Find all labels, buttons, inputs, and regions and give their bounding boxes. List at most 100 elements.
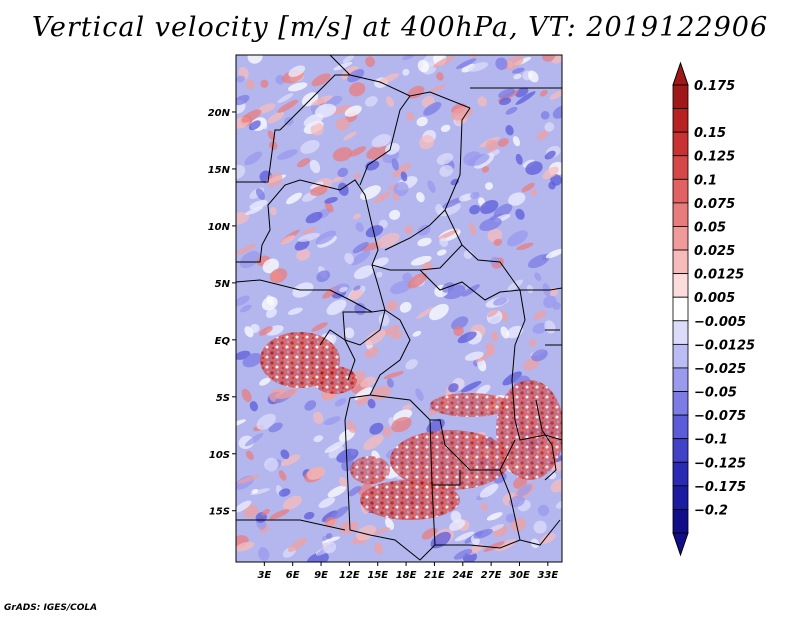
country-borders	[236, 55, 562, 561]
field-cell	[508, 495, 525, 508]
field-cell	[297, 232, 320, 242]
field-cell	[288, 65, 306, 78]
field-cell	[238, 435, 255, 449]
field-cell	[417, 59, 430, 73]
colorbar-label: −0.05	[694, 386, 737, 401]
field-cell	[539, 532, 556, 544]
field-cell	[493, 238, 503, 246]
field-cell	[278, 470, 287, 481]
field-cell	[451, 316, 469, 330]
field-cell	[469, 222, 477, 236]
field-cell	[515, 91, 536, 105]
field-cell	[495, 57, 508, 70]
lon-tick-label: 21E	[424, 570, 445, 581]
field-cell	[427, 180, 436, 193]
lat-tick-label: 10S	[209, 450, 230, 461]
field-cell	[477, 358, 487, 372]
field-cell	[498, 88, 516, 99]
field-cell	[280, 235, 296, 245]
field-cell	[417, 224, 431, 236]
field-cell	[364, 347, 379, 358]
colorbar-label: −0.125	[694, 456, 746, 471]
field-cell	[336, 448, 359, 463]
colorbar-swatch	[672, 485, 689, 510]
field-cell	[344, 327, 355, 339]
field-cell	[372, 257, 389, 268]
field-cell	[536, 130, 549, 140]
chart-title: Vertical velocity [m/s] at 400hPa, VT: 2…	[31, 12, 769, 43]
field-cell	[259, 326, 273, 336]
field-cell	[436, 72, 444, 81]
field-cell	[453, 548, 473, 560]
field-cell	[539, 90, 548, 97]
field-cell	[285, 192, 303, 205]
field-cell	[364, 329, 386, 346]
field-cell	[296, 248, 311, 261]
lon-tick-label: 30E	[509, 570, 530, 581]
field-cell	[327, 485, 347, 498]
field-cell	[355, 222, 364, 233]
lon-tick-label: 15E	[367, 570, 388, 581]
field-cell	[330, 105, 353, 115]
field-cell	[423, 102, 442, 116]
field-cell	[340, 65, 359, 80]
field-cell	[325, 533, 333, 539]
field-cell	[239, 250, 261, 269]
field-cell	[480, 200, 499, 214]
field-cell	[371, 133, 391, 148]
field-cell	[256, 413, 276, 430]
convection-region	[313, 366, 357, 394]
field-cell	[344, 105, 362, 117]
colorbar: 0.175 0.15 0.125 0.1 0.075 0.05 0.025 0.0125 0.0…	[672, 61, 755, 557]
field-cell	[391, 158, 399, 171]
field-cell	[448, 383, 459, 393]
field-cell	[439, 237, 449, 247]
colorbar-label: −0.2	[694, 503, 728, 518]
field-cell	[428, 84, 447, 93]
field-cell	[303, 511, 315, 520]
field-cell	[303, 113, 324, 127]
field-cell	[479, 483, 499, 498]
field-cell	[485, 182, 493, 190]
field-cell	[260, 118, 268, 130]
field-cell	[349, 289, 363, 301]
field-cell	[363, 434, 384, 450]
field-cell	[242, 353, 263, 368]
field-cell	[260, 79, 269, 88]
field-cell	[392, 192, 400, 201]
field-cell	[324, 440, 345, 453]
field-cell	[338, 429, 355, 442]
field-cell	[549, 90, 562, 100]
field-cell	[261, 296, 278, 311]
field-cell	[236, 94, 250, 106]
field-cell	[377, 232, 400, 248]
convection-region	[390, 430, 510, 490]
field-cell	[323, 416, 341, 426]
field-cell	[276, 149, 298, 160]
field-cell	[548, 472, 557, 480]
lon-tick-label: 6E	[286, 570, 300, 581]
colorbar-swatch	[672, 155, 689, 180]
field-cell	[515, 87, 529, 98]
convection-region	[496, 380, 562, 480]
field-cell	[475, 351, 494, 363]
field-cell	[280, 454, 301, 466]
field-cell	[264, 457, 279, 472]
field-cell	[326, 299, 347, 316]
colorbar-label: 0.025	[694, 244, 735, 259]
field-cell	[542, 166, 559, 180]
field-cell	[550, 479, 562, 493]
colorbar-swatch	[672, 414, 689, 440]
lat-tick-label: EQ	[215, 336, 231, 347]
field-cell	[316, 270, 331, 283]
field-cell	[373, 527, 391, 535]
field-cell	[473, 528, 493, 539]
field-cell	[433, 55, 455, 68]
lon-tick-label: 18E	[396, 570, 417, 581]
field-cell	[528, 70, 539, 83]
field-cell	[487, 309, 499, 318]
field-cell	[544, 150, 556, 160]
field-cell	[277, 99, 299, 113]
field-cell	[310, 181, 324, 190]
field-cell	[365, 225, 384, 238]
